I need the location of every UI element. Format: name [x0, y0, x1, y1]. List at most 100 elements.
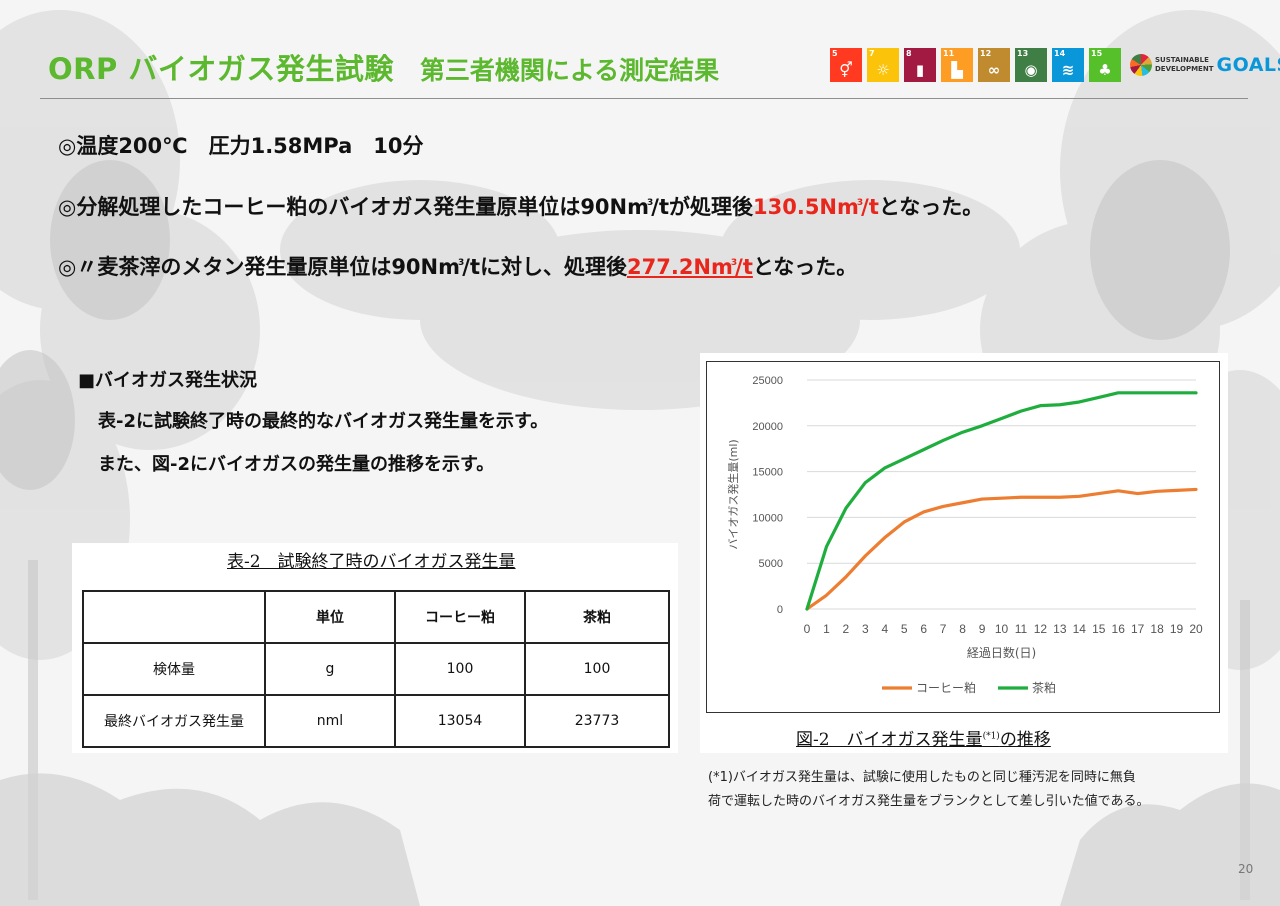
- table-row: 検体量 g 100 100: [82, 642, 670, 696]
- table-cell: 最終バイオガス発生量: [82, 694, 266, 748]
- table-cell: 100: [394, 642, 526, 696]
- y-axis-label: バイオガス発生量(ml): [726, 439, 740, 549]
- coffee-highlight-value: 130.5Nm3/t: [753, 195, 879, 219]
- sdg-goal-number: 5: [832, 49, 838, 58]
- table-cell: 検体量: [82, 642, 266, 696]
- sdg-goal-glyph: ☼: [876, 61, 890, 79]
- sdg-goal-number: 15: [1091, 49, 1103, 58]
- x-tick-label: 6: [920, 622, 927, 636]
- x-tick-label: 16: [1112, 622, 1126, 636]
- table-cell: 23773: [524, 694, 670, 748]
- series-line-2: [805, 391, 1198, 611]
- table-cell: 13054: [394, 694, 526, 748]
- bullet-tea-result: ◎〃麦茶滓のメタン発生量原単位は90Nm3/tに対し、処理後277.2Nm3/t…: [58, 251, 857, 281]
- result-table: 単位 コーヒー粕 茶粕 検体量 g 100 100 最終バイオガス発生量 nml…: [82, 590, 670, 748]
- superscript-3: 3: [856, 198, 864, 208]
- sdg-goal-number: 13: [1017, 49, 1029, 58]
- table-row: 最終バイオガス発生量 nml 13054 23773: [82, 694, 670, 748]
- chart-caption-post: の推移: [999, 730, 1051, 750]
- x-tick-label: 12: [1034, 622, 1048, 636]
- table-header-cell: 単位: [264, 590, 396, 644]
- sdg-goal-12-icon: 12 ∞: [978, 48, 1010, 82]
- bullet-coffee-text-mid: /tが処理後: [651, 195, 753, 219]
- sdg-goal-glyph: ♣: [1098, 61, 1112, 79]
- status-line-2: また、図-2にバイオガスの発生量の推移を示す。: [98, 454, 495, 475]
- sdg-goal-14-icon: 14 ≋: [1052, 48, 1084, 82]
- bullet-tea-text: ◎〃麦茶滓のメタン発生量原単位は90Nm: [58, 255, 461, 279]
- chart-caption-sup: (*1): [982, 731, 1000, 742]
- tea-highlight-number: 277.2Nm: [627, 255, 733, 279]
- sdg-goal-glyph: ◉: [1024, 61, 1038, 79]
- x-tick-label: 7: [940, 622, 947, 636]
- x-tick-label: 9: [979, 622, 986, 636]
- x-tick-label: 15: [1092, 622, 1106, 636]
- sdg-goal-glyph: ▙: [951, 61, 963, 79]
- chart-caption: 図-2 バイオガス発生量(*1)の推移: [796, 725, 1051, 750]
- bullet-coffee-result: ◎分解処理したコーヒー粕のバイオガス発生量原単位は90Nm3/tが処理後130.…: [58, 191, 983, 221]
- x-tick-label: 14: [1073, 622, 1087, 636]
- sdgs-logo-label: SUSTAINABLE DEVELOPMENT: [1155, 56, 1213, 74]
- sdgs-icons: 5 ⚥ 7 ☼ 8 ▮ 11 ▙ 12 ∞ 13 ◉ 14 ≋ 15 ♣ SUSTAINABLE DEVELO…: [830, 48, 1280, 82]
- chart-caption-text: 図-2 バイオガス発生量(*1)の推移: [796, 730, 1051, 750]
- sdg-goal-number: 14: [1054, 49, 1066, 58]
- bullet-coffee-text-end: となった。: [878, 195, 984, 219]
- sdg-tiles: 5 ⚥ 7 ☼ 8 ▮ 11 ▙ 12 ∞ 13 ◉ 14 ≋ 15 ♣: [830, 48, 1121, 82]
- sdg-goal-glyph: ▮: [915, 61, 925, 79]
- x-tick-label: 20: [1189, 622, 1203, 636]
- x-tick-label: 2: [843, 622, 850, 636]
- status-heading: ■バイオガス発生状況: [78, 370, 258, 391]
- bullet-condition: ◎温度200℃ 圧力1.58MPa 10分: [58, 134, 424, 158]
- x-tick-label: 17: [1131, 622, 1145, 636]
- chart-frame: 0 5000 10000 15000 20000 25000 0 1 2 3 4 5 6 7 8 9 10 11 1…: [706, 361, 1220, 713]
- x-tick-label: 8: [959, 622, 966, 636]
- sdg-goal-7-icon: 7 ☼: [867, 48, 899, 82]
- sdg-goal-number: 7: [869, 49, 875, 58]
- y-tick-label: 25000: [752, 375, 783, 387]
- table-header-cell: [82, 590, 266, 644]
- y-tick-label: 5000: [759, 558, 783, 570]
- bullet-coffee-text: ◎分解処理したコーヒー粕のバイオガス発生量原単位は90Nm: [58, 195, 650, 219]
- x-tick-label: 10: [995, 622, 1009, 636]
- table-cell: 100: [524, 642, 670, 696]
- series-line-1: [805, 487, 1198, 611]
- x-tick-label: 19: [1170, 622, 1184, 636]
- superscript-3: 3: [458, 258, 465, 268]
- x-tick-label: 3: [862, 622, 869, 636]
- title-main: ORP バイオガス発生試験: [48, 52, 394, 86]
- x-tick-label: 11: [1015, 622, 1028, 636]
- x-tick-label: 5: [901, 622, 908, 636]
- sdg-goal-11-icon: 11 ▙: [941, 48, 973, 82]
- y-tick-label: 0: [777, 604, 783, 616]
- legend-entry: 茶粕: [1032, 680, 1056, 695]
- x-tick-label: 4: [881, 622, 888, 636]
- chart-caption-pre: 図-2 バイオガス発生量: [796, 730, 983, 750]
- status-line-1: 表-2に試験終了時の最終的なバイオガス発生量を示す。: [98, 411, 549, 432]
- table-header-cell: 茶粕: [524, 590, 670, 644]
- y-tick-label: 10000: [752, 512, 783, 524]
- x-axis-label: 経過日数(日): [967, 645, 1036, 660]
- table-header-cell: コーヒー粕: [394, 590, 526, 644]
- footnote-line-2: 荷で運転した時のバイオガス発生量をブランクとして差し引いた値である。: [708, 794, 1150, 809]
- result-table-card: 表-2 試験終了時のバイオガス発生量 単位 コーヒー粕 茶粕 検体量 g 100…: [72, 543, 678, 753]
- chart-card: 0 5000 10000 15000 20000 25000 0 1 2 3 4 5 6 7 8 9 10 11 1…: [700, 353, 1228, 753]
- tea-highlight-unit: /t: [735, 255, 753, 279]
- x-tick-label: 13: [1053, 622, 1067, 636]
- sdgs-label-line1: SUSTAINABLE: [1155, 56, 1209, 64]
- sdg-goal-glyph: ⚥: [839, 61, 853, 79]
- table-cell: g: [264, 642, 396, 696]
- superscript-3: 3: [647, 198, 654, 208]
- sdgs-logo: SUSTAINABLE DEVELOPMENT GOALS: [1130, 48, 1280, 82]
- sdgs-wheel-icon: [1130, 54, 1152, 76]
- sdg-goal-number: 8: [906, 49, 912, 58]
- x-tick-label: 1: [823, 622, 830, 636]
- page-number: 20: [1238, 862, 1254, 876]
- table-caption: 表-2 試験終了時のバイオガス発生量: [227, 552, 516, 572]
- x-tick-label: 18: [1150, 622, 1164, 636]
- tea-highlight-value: 277.2Nm3/t: [627, 255, 753, 279]
- sdg-goal-number: 12: [980, 49, 992, 58]
- y-tick-label: 15000: [752, 467, 783, 479]
- sdg-goal-13-icon: 13 ◉: [1015, 48, 1047, 82]
- bullet-tea-text-end: となった。: [752, 255, 858, 279]
- sdgs-goals-text: GOALS: [1216, 54, 1280, 76]
